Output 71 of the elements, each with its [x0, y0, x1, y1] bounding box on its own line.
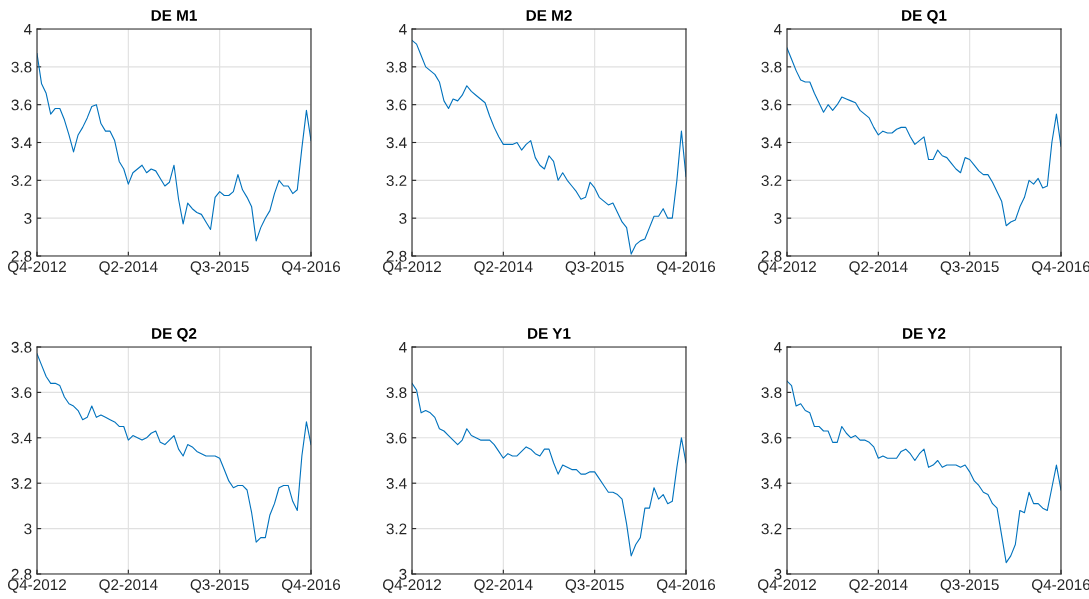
y-tick-label: 3.4: [386, 137, 407, 149]
y-tick-label: 3.8: [386, 387, 407, 399]
y-tick-label: 3: [774, 213, 782, 224]
y-tick-label: 3.6: [11, 387, 32, 399]
x-tick-label: Q4-2012: [758, 579, 816, 593]
y-tick-label: 3.2: [386, 175, 407, 187]
line-series: [787, 47, 1061, 227]
x-tick-label: Q3-2015: [190, 261, 249, 275]
x-tick-label: Q3-2015: [940, 261, 999, 275]
y-tick-label: 2.8: [11, 568, 32, 580]
x-tick-label: Q3-2015: [940, 579, 999, 593]
y-tick-label: 3.2: [386, 523, 407, 535]
line-series: [412, 382, 686, 557]
line-series: [37, 353, 311, 543]
y-tick-label: 3.8: [11, 61, 32, 73]
y-tick-label: 4: [773, 342, 782, 353]
y-tick-label: 3.8: [386, 61, 407, 73]
y-tick-label: 3.2: [11, 175, 32, 187]
x-tick-label: Q2-2014: [849, 579, 908, 593]
y-tick-label: 4: [23, 24, 32, 35]
y-tick-label: 3: [399, 568, 407, 580]
x-tick-label: Q4-2012: [383, 261, 441, 275]
x-tick-label: Q4-2016: [657, 579, 716, 593]
x-tick-label: Q3-2015: [190, 579, 249, 593]
x-tick-label: Q4-2012: [8, 261, 66, 275]
y-tick-label: 3.8: [11, 341, 32, 353]
y-tick-label: 3.2: [761, 175, 782, 187]
y-tick-label: 3.4: [386, 478, 407, 489]
y-tick-label: 3: [24, 523, 32, 535]
y-tick-label: 3.6: [761, 432, 782, 444]
x-tick-label: Q4-2016: [282, 261, 341, 275]
y-tick-label: 3: [399, 213, 407, 224]
x-tick-label: Q2-2014: [474, 261, 533, 275]
y-tick-label: 4: [398, 24, 407, 35]
x-tick-label: Q4-2016: [282, 579, 341, 593]
x-tick-label: Q2-2014: [474, 579, 533, 593]
x-tick-label: Q2-2014: [99, 579, 158, 593]
x-tick-label: Q4-2016: [657, 261, 716, 275]
y-tick-label: 3.4: [761, 137, 782, 149]
y-tick-label: 3.8: [761, 61, 782, 73]
y-tick-label: 3: [24, 213, 32, 224]
y-tick-label: 4: [398, 342, 407, 353]
y-tick-label: 3.6: [386, 432, 407, 444]
chart-title: DE Y1: [528, 328, 571, 339]
chart-title: DE Q1: [902, 10, 947, 24]
x-tick-label: Q3-2015: [565, 579, 624, 593]
chart-title: DE Y2: [903, 328, 946, 339]
y-tick-label: 2.8: [386, 250, 407, 262]
y-tick-label: 3.6: [761, 99, 782, 111]
chart-title: DE M2: [526, 10, 572, 21]
x-tick-label: Q4-2012: [8, 579, 66, 593]
y-tick-label: 3.2: [761, 523, 782, 535]
y-tick-label: 3.6: [11, 99, 32, 111]
y-tick-label: 3.4: [11, 137, 32, 149]
y-tick-label: 4: [773, 24, 782, 35]
y-tick-label: 3.4: [761, 478, 782, 489]
y-tick-label: 2.8: [11, 250, 32, 262]
x-tick-label: Q3-2015: [565, 261, 624, 275]
x-tick-label: Q2-2014: [99, 261, 158, 275]
x-tick-label: Q4-2012: [383, 579, 441, 593]
y-tick-label: 3.2: [11, 478, 32, 489]
y-tick-label: 3.6: [386, 99, 407, 111]
chart-title: DE M1: [151, 10, 197, 21]
x-tick-label: Q4-2012: [758, 261, 816, 275]
line-series: [787, 380, 1061, 564]
x-tick-label: Q2-2014: [849, 261, 908, 275]
chart-title: DE Q2: [152, 328, 197, 342]
y-tick-label: 3.4: [11, 432, 32, 444]
y-tick-label: 2.8: [761, 250, 782, 262]
y-tick-label: 3: [774, 568, 782, 580]
y-tick-label: 3.8: [761, 387, 782, 399]
